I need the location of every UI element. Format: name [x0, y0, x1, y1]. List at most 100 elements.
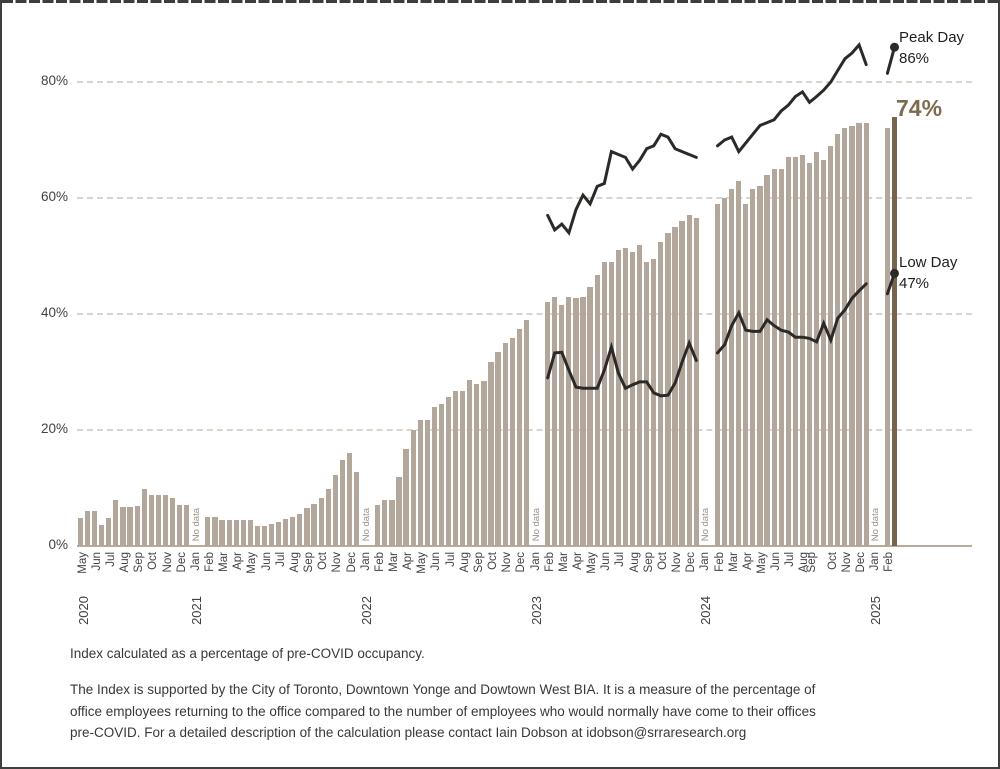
- bar: [311, 503, 317, 546]
- bar: [460, 391, 466, 546]
- gridline: [77, 197, 972, 199]
- peak-day-marker-dot: [890, 42, 899, 52]
- bar: [552, 296, 558, 546]
- bar: [693, 218, 699, 546]
- bar: [566, 296, 572, 546]
- bar: [226, 520, 232, 546]
- current-index-value: 74%: [896, 95, 943, 121]
- top-border: [2, 0, 998, 3]
- bar: [764, 174, 770, 546]
- bar: [523, 319, 529, 546]
- bar: [545, 302, 551, 546]
- y-axis-tick-label: 60%: [40, 189, 68, 204]
- bar: [382, 500, 388, 546]
- bar: [736, 180, 742, 546]
- bar: [99, 525, 105, 546]
- bar: [141, 489, 147, 546]
- bar: [254, 525, 261, 546]
- peak-day-line: [885, 45, 896, 75]
- bar: [283, 519, 289, 546]
- bar: [453, 391, 459, 546]
- bar: [792, 157, 798, 546]
- bar: [573, 297, 579, 546]
- low-day-annotation: Low Day 47%: [899, 252, 957, 294]
- bar: [750, 189, 756, 546]
- bar: [120, 507, 126, 546]
- bar: [318, 498, 324, 546]
- peak-day-label: Peak Day: [899, 29, 965, 46]
- bar: [835, 134, 841, 546]
- x-axis-line: [77, 545, 972, 547]
- bar: [806, 163, 813, 546]
- bar: [113, 500, 119, 546]
- bar: [672, 227, 678, 546]
- bar: [488, 361, 494, 546]
- bar: [785, 157, 791, 546]
- bar: [849, 125, 855, 546]
- bar: [594, 275, 600, 546]
- bar: [644, 261, 650, 546]
- bar: [297, 513, 303, 546]
- bar: [134, 505, 140, 546]
- gridline: [77, 313, 972, 315]
- bar: [261, 525, 268, 546]
- bar: [106, 518, 112, 546]
- bar: [276, 521, 282, 546]
- bar: [481, 380, 487, 546]
- bar: [509, 338, 515, 546]
- bar: [637, 244, 643, 546]
- bar: [842, 128, 848, 546]
- bar: [219, 520, 225, 546]
- bar: [77, 518, 84, 546]
- bar: [445, 396, 452, 546]
- bar: [580, 296, 586, 546]
- low-day-label: Low Day: [899, 254, 958, 271]
- bar: [389, 500, 395, 546]
- bar: [559, 304, 565, 546]
- bar: [679, 221, 685, 546]
- bar: [304, 508, 310, 546]
- low-day-value: 47%: [899, 275, 930, 292]
- bar: [176, 505, 183, 546]
- bar: [438, 403, 445, 546]
- bar: [467, 379, 473, 546]
- bar: [651, 258, 657, 546]
- bar: [495, 351, 501, 546]
- peak-day-line: [546, 132, 698, 236]
- gridline: [77, 81, 972, 83]
- bar: [629, 251, 636, 546]
- peak-day-annotation: Peak Day 86%: [899, 27, 964, 69]
- bar: [240, 520, 246, 546]
- bar: [353, 471, 360, 546]
- bar: [729, 189, 735, 546]
- bar: [884, 128, 890, 546]
- bar: [431, 406, 437, 546]
- bar: [778, 169, 784, 546]
- low-day-line: [546, 338, 698, 398]
- y-axis-tick-label: 0%: [48, 537, 68, 552]
- bar: [148, 494, 154, 546]
- bar: [658, 241, 664, 546]
- bar: [474, 384, 480, 546]
- bar: [169, 497, 176, 546]
- bar: [127, 507, 133, 546]
- bar: [332, 475, 338, 546]
- bar: [799, 154, 805, 546]
- bar: [268, 523, 275, 546]
- bar: [502, 343, 508, 546]
- bar: [757, 186, 763, 546]
- low-day-marker-dot: [890, 268, 899, 278]
- bar: [396, 476, 402, 546]
- bar: [863, 122, 869, 546]
- footer-description: The Index is supported by the City of To…: [70, 682, 816, 740]
- bar: [417, 419, 423, 546]
- bar: [622, 248, 629, 546]
- y-axis-tick-label: 80%: [40, 73, 68, 88]
- bar: [84, 511, 91, 546]
- bar: [516, 328, 522, 546]
- bar: [247, 520, 253, 546]
- bar: [424, 419, 430, 546]
- bar: [155, 494, 161, 546]
